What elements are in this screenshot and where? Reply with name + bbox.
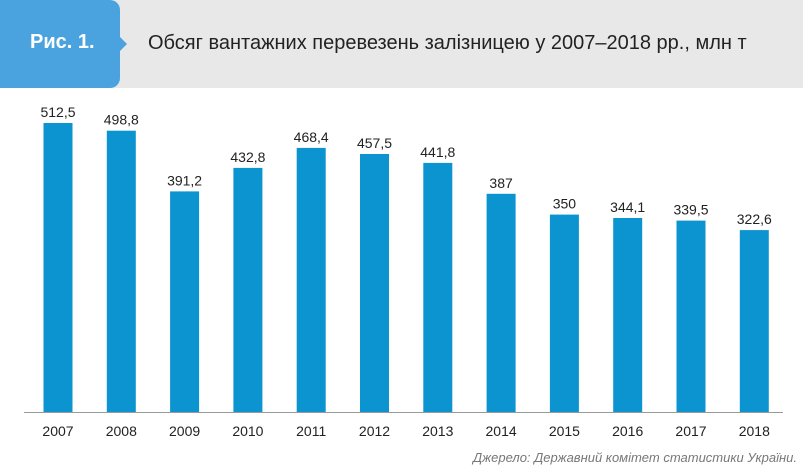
data-label-2013: 441,8: [420, 144, 455, 160]
source-note: Джерело: Державний комітет статистики Ук…: [473, 450, 797, 465]
data-label-2014: 387: [489, 175, 513, 191]
bar-2013: [423, 162, 453, 412]
bar-2009: [170, 191, 200, 412]
x-tick-label-2011: 2011: [296, 423, 326, 439]
bar-2008: [106, 130, 136, 412]
x-tick-label-2016: 2016: [612, 423, 643, 439]
bar-2017: [676, 220, 706, 412]
data-label-2018: 322,6: [737, 211, 772, 227]
x-tick-label-2012: 2012: [359, 423, 390, 439]
x-tick-label-2013: 2013: [422, 423, 453, 439]
data-label-2008: 498,8: [104, 112, 139, 128]
bar-2018: [739, 230, 769, 412]
bar-2016: [613, 218, 643, 412]
bar-2007: [43, 123, 73, 412]
data-label-2016: 344,1: [610, 199, 645, 215]
data-label-2007: 512,5: [40, 104, 75, 120]
x-tick-label-2014: 2014: [486, 423, 517, 439]
bar-chart: 512,5 2007 498,8 2008 391,2 2009 432,8 2010 468,…: [24, 104, 783, 439]
figure-title: Обсяг вантажних перевезень залізницею у …: [148, 32, 747, 54]
data-label-2012: 457,5: [357, 135, 392, 151]
bar-2014: [486, 193, 516, 412]
bar-2010: [233, 167, 263, 412]
figure-label: Рис. 1.: [30, 31, 95, 53]
tag-arrow-icon: [120, 37, 127, 51]
x-tick-label-2007: 2007: [42, 423, 73, 439]
x-tick-label-2010: 2010: [232, 423, 263, 439]
x-tick-label-2018: 2018: [739, 423, 770, 439]
bar-2015: [549, 214, 579, 412]
x-tick-label-2015: 2015: [549, 423, 580, 439]
bar-2011: [296, 147, 326, 412]
data-label-2010: 432,8: [230, 149, 265, 165]
data-label-2011: 468,4: [294, 129, 329, 145]
bar-2012: [360, 154, 389, 412]
x-tick-label-2009: 2009: [169, 423, 200, 439]
x-tick-label-2017: 2017: [675, 423, 706, 439]
x-tick-label-2008: 2008: [106, 423, 137, 439]
chart-area: 512,5 2007 498,8 2008 391,2 2009 432,8 2010 468,…: [0, 88, 803, 472]
figure-label-tag: Рис. 1.: [0, 0, 120, 88]
data-label-2017: 339,5: [673, 202, 708, 218]
data-label-2015: 350: [553, 196, 577, 212]
figure-header: Рис. 1. Обсяг вантажних перевезень заліз…: [0, 0, 803, 88]
data-label-2009: 391,2: [167, 172, 202, 188]
